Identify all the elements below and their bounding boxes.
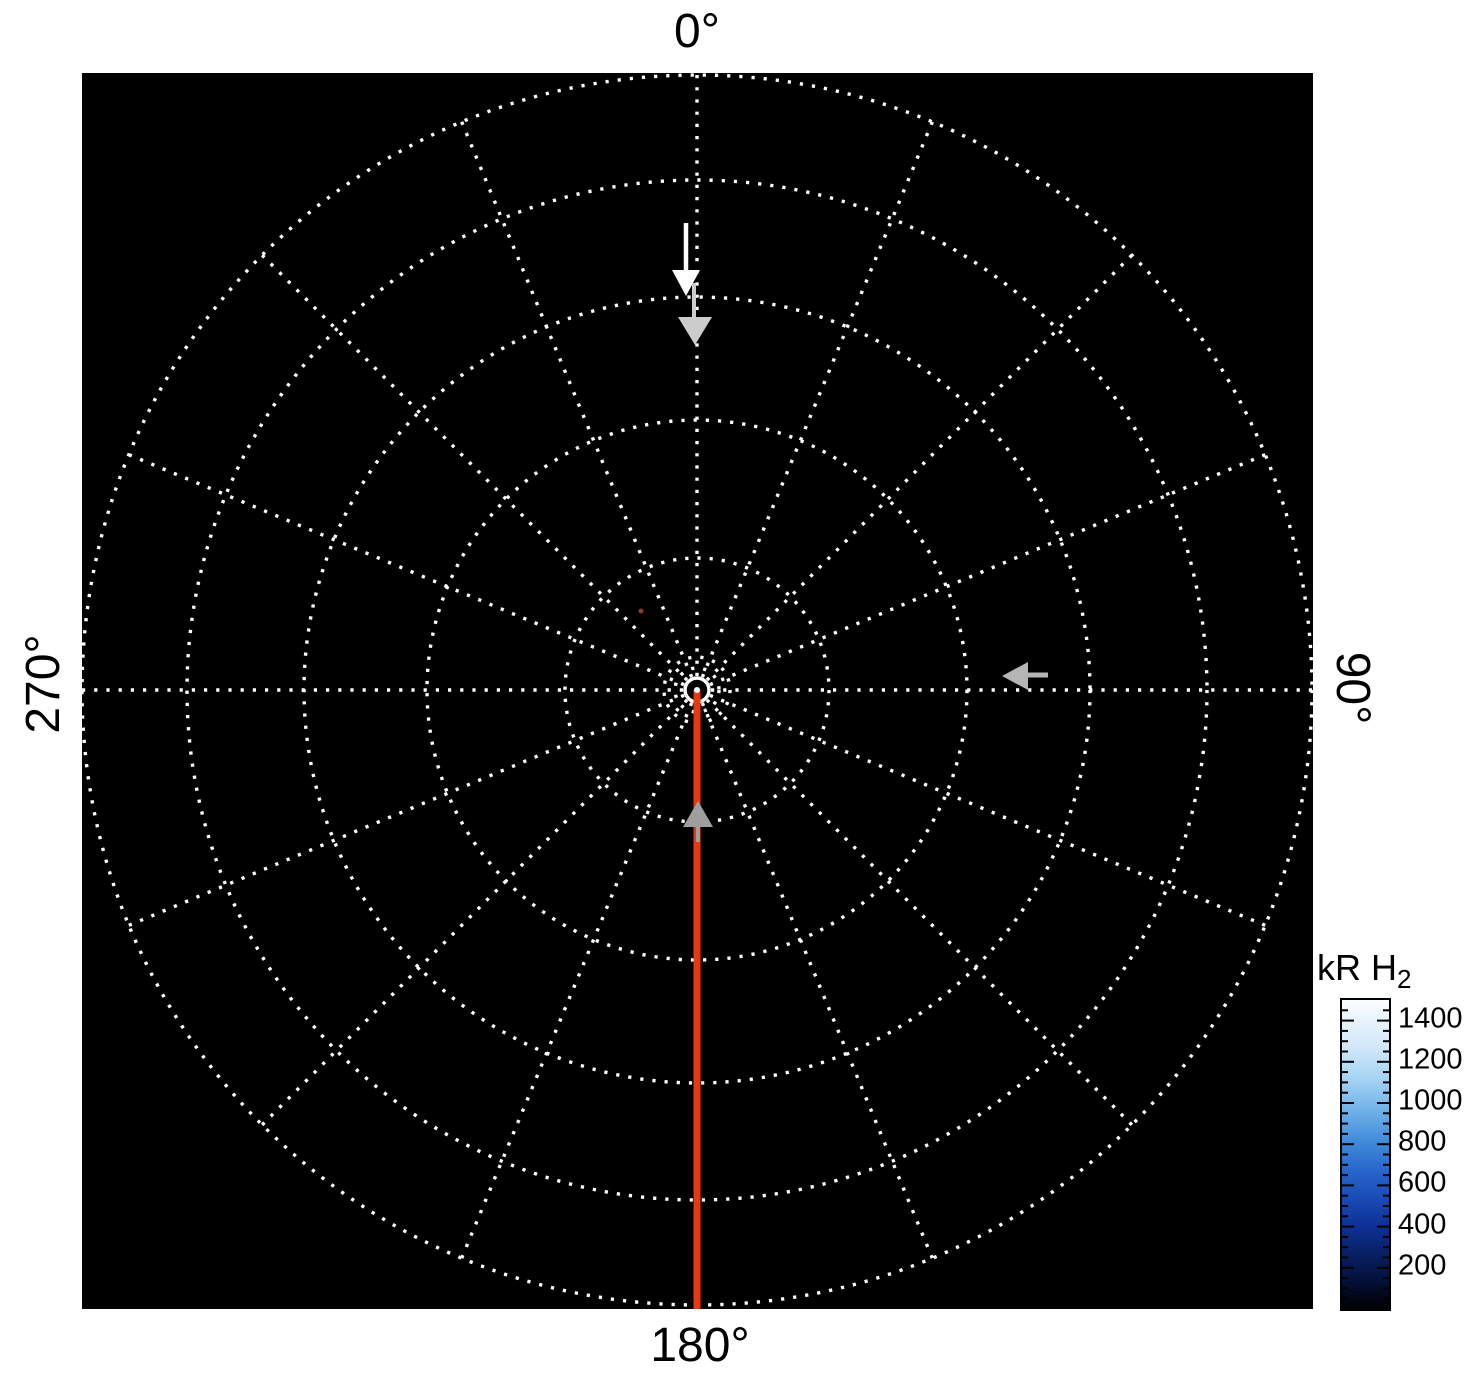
- colorbar-title-subscript: 2: [1397, 964, 1412, 994]
- arrow-down-white-head: [672, 270, 700, 296]
- colorbar-tick-label: 1400: [1398, 1002, 1463, 1035]
- colorbar-tick-label: 400: [1398, 1208, 1447, 1241]
- grid-ring: [425, 418, 969, 962]
- grid-spoke: [705, 698, 1134, 1127]
- grid-spoke: [460, 121, 694, 678]
- grid-spoke: [460, 702, 694, 1259]
- grid-spoke: [128, 453, 685, 687]
- polar-grid-svg: [82, 73, 1313, 1309]
- arrow-down-white: [672, 223, 700, 296]
- colorbar-gradient-bar: [1340, 998, 1391, 1311]
- arrow-down-gray-head: [678, 317, 712, 345]
- colorbar-tick-label: 200: [1398, 1249, 1447, 1282]
- colorbar-title: kR H2: [1317, 947, 1412, 994]
- grid-spoke: [709, 693, 1266, 927]
- angle-label-0: 0°: [674, 5, 720, 58]
- colorbar-tick-label: 600: [1398, 1166, 1447, 1199]
- arrow-down-gray: [678, 283, 712, 345]
- center-dot: [694, 687, 700, 693]
- arrow-up-gray-head: [683, 801, 713, 827]
- angle-label-90: 90°: [1326, 651, 1379, 725]
- grid-spoke: [260, 698, 689, 1127]
- arrow-up-gray: [683, 801, 713, 842]
- angle-label-270: 270°: [17, 634, 70, 734]
- grid-ring: [673, 666, 721, 714]
- data-spot: [638, 608, 644, 614]
- colorbar-tick-label: 1200: [1398, 1043, 1463, 1076]
- grid-spoke: [709, 453, 1266, 687]
- grid-spoke: [700, 702, 934, 1259]
- grid-spoke: [705, 253, 1134, 682]
- colorbar-tick-label: 800: [1398, 1125, 1447, 1158]
- arrow-left-gray: [1002, 662, 1048, 690]
- arrow-left-gray-head: [1002, 662, 1028, 690]
- grid-spoke: [700, 121, 934, 678]
- colorbar: kR H2 1400 1200 1000 800 600 400 200: [1312, 945, 1481, 1345]
- grid-ring: [563, 556, 831, 824]
- angle-label-180: 180°: [650, 1319, 750, 1372]
- grid-spoke: [260, 253, 689, 682]
- grid-ring: [185, 178, 1209, 1202]
- colorbar-tick-label: 1000: [1398, 1084, 1463, 1117]
- polar-plot-area: [82, 73, 1313, 1309]
- colorbar-ticks-svg: [1342, 1009, 1389, 1300]
- grid-spoke: [128, 693, 685, 927]
